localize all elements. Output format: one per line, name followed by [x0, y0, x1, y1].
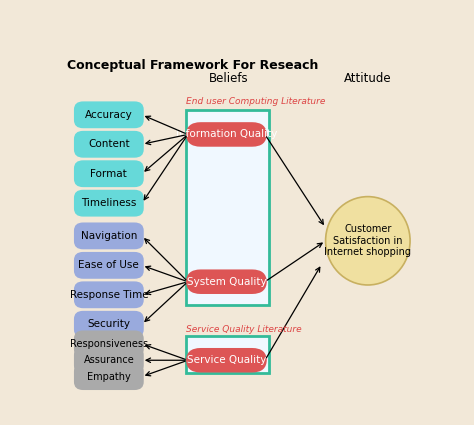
Text: Accuracy: Accuracy: [85, 110, 133, 120]
FancyBboxPatch shape: [74, 222, 144, 249]
Text: Conceptual Framework For Reseach: Conceptual Framework For Reseach: [66, 59, 318, 72]
FancyBboxPatch shape: [74, 190, 144, 217]
Text: Service Quality: Service Quality: [187, 355, 266, 365]
FancyBboxPatch shape: [186, 336, 269, 373]
Text: Responsiveness: Responsiveness: [70, 339, 148, 349]
FancyBboxPatch shape: [74, 331, 144, 357]
Text: Information Quality: Information Quality: [176, 130, 277, 139]
FancyBboxPatch shape: [74, 131, 144, 158]
Text: Ease of Use: Ease of Use: [79, 261, 139, 270]
Text: Content: Content: [88, 139, 130, 149]
Text: System Quality: System Quality: [187, 277, 266, 287]
Text: Customer
Satisfaction in
Internet shopping: Customer Satisfaction in Internet shoppi…: [324, 224, 411, 258]
FancyBboxPatch shape: [74, 102, 144, 128]
FancyBboxPatch shape: [74, 311, 144, 338]
FancyBboxPatch shape: [74, 363, 144, 390]
Text: Response Time: Response Time: [70, 290, 148, 300]
Text: Beliefs: Beliefs: [209, 72, 248, 85]
Text: Format: Format: [91, 169, 127, 179]
Ellipse shape: [326, 197, 410, 285]
Text: Security: Security: [87, 319, 130, 329]
Text: Navigation: Navigation: [81, 231, 137, 241]
FancyBboxPatch shape: [74, 252, 144, 279]
FancyBboxPatch shape: [186, 110, 269, 305]
FancyBboxPatch shape: [186, 269, 267, 294]
Text: End user Computing Literature: End user Computing Literature: [186, 97, 325, 106]
Text: Timeliness: Timeliness: [81, 198, 137, 208]
Text: Attitude: Attitude: [344, 72, 392, 85]
FancyBboxPatch shape: [74, 160, 144, 187]
FancyBboxPatch shape: [186, 122, 267, 147]
Text: Assurance: Assurance: [83, 355, 134, 365]
Text: Empathy: Empathy: [87, 371, 131, 382]
Text: Service Quality Literature: Service Quality Literature: [186, 325, 301, 334]
FancyBboxPatch shape: [186, 348, 267, 373]
FancyBboxPatch shape: [74, 281, 144, 308]
FancyBboxPatch shape: [74, 347, 144, 374]
